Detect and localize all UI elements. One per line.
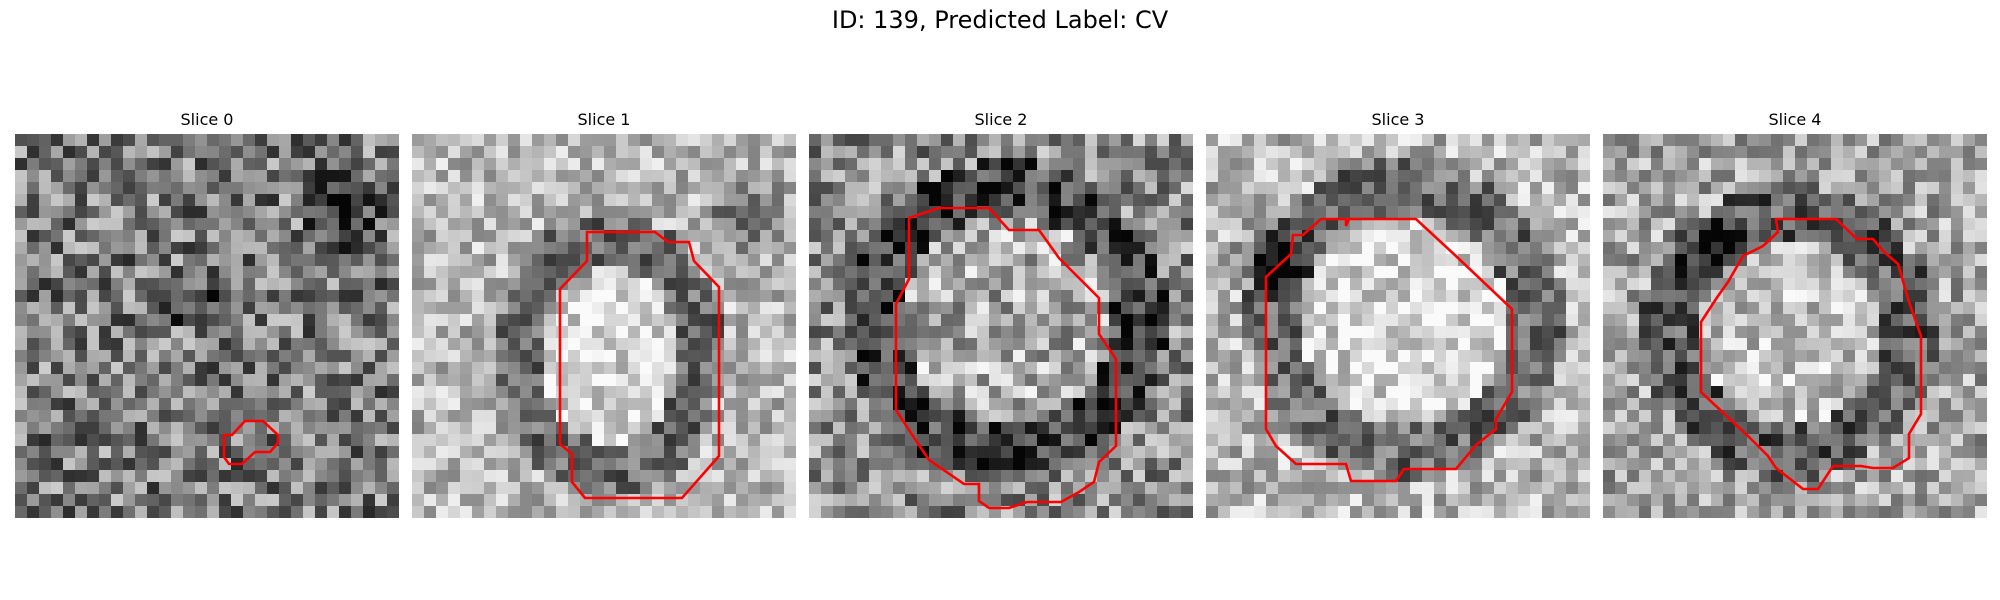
slice-title-3: Slice 3	[1371, 110, 1425, 129]
slice-image-1	[412, 134, 796, 518]
slice-title-4: Slice 4	[1768, 110, 1822, 129]
figure-title: ID: 139, Predicted Label: CV	[831, 6, 1169, 34]
slice-panel-0: Slice 0	[15, 108, 399, 518]
slice-title-1: Slice 1	[577, 110, 631, 129]
pixel-grid	[1206, 134, 1590, 518]
segmentation-contour	[1699, 217, 1923, 491]
slice-image-3	[1206, 134, 1590, 518]
slice-image-2	[809, 134, 1193, 518]
slice-image-0	[15, 134, 399, 518]
segmentation-contour	[894, 206, 1118, 510]
segmentation-contour	[222, 419, 280, 466]
pixel-grid	[1603, 134, 1987, 518]
slice-title-0: Slice 0	[180, 110, 234, 129]
pixel-grid	[809, 134, 1193, 518]
slice-panel-2: Slice 2	[809, 108, 1193, 518]
slice-image-4	[1603, 134, 1987, 518]
slice-title-2: Slice 2	[974, 110, 1028, 129]
segmentation-contour	[1264, 217, 1514, 483]
slice-panel-4: Slice 4	[1603, 108, 1987, 518]
segmentation-contour	[558, 230, 721, 500]
pixel-grid	[412, 134, 796, 518]
slice-panel-3: Slice 3	[1206, 108, 1590, 518]
slice-panel-1: Slice 1	[412, 108, 796, 518]
pixel-grid	[15, 134, 399, 518]
